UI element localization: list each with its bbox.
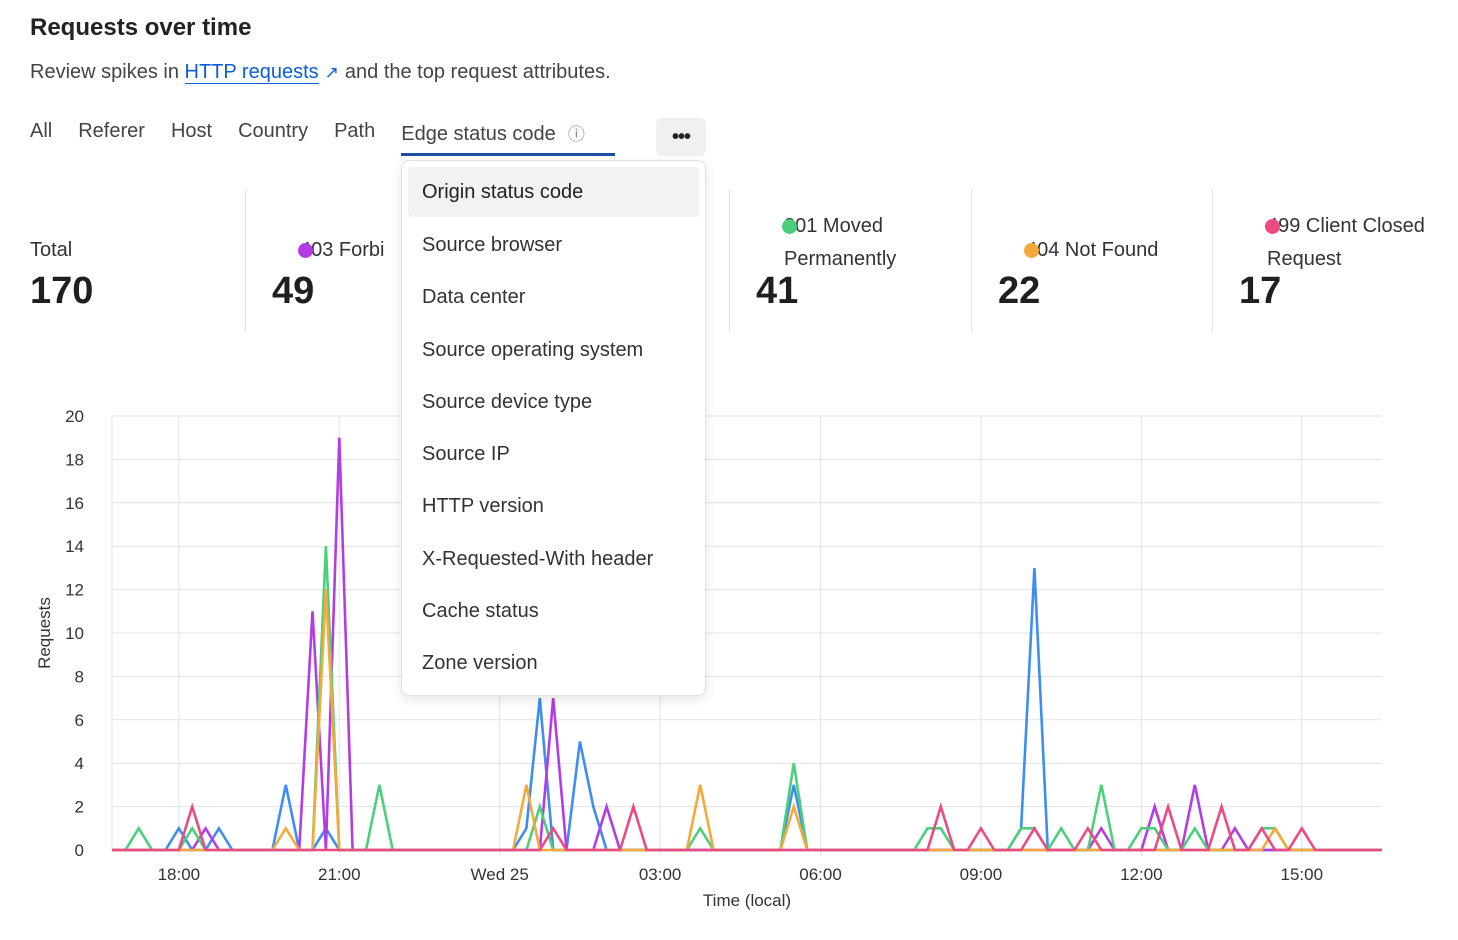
card-value: 41 — [756, 270, 799, 312]
x-tick-label: 21:00 — [318, 865, 361, 884]
tab-path[interactable]: Path — [334, 120, 376, 142]
x-tick-label: 18:00 — [158, 865, 201, 884]
menu-item-zone-version[interactable]: Zone version — [422, 652, 538, 675]
y-tick-label: 8 — [75, 667, 84, 686]
y-tick-label: 14 — [65, 537, 84, 556]
card-value: 49 — [272, 270, 315, 312]
status-card-499[interactable]: 499 Client Closed Request 17 — [1212, 190, 1458, 332]
y-tick-label: 2 — [75, 798, 84, 817]
http-requests-link[interactable]: HTTP requests — [184, 61, 319, 84]
tab-referer[interactable]: Referer — [78, 120, 145, 142]
menu-item-data-center[interactable]: Data center — [422, 286, 526, 309]
card-label: 403 Forbi — [300, 239, 385, 261]
total-card: Total 170 — [4, 190, 245, 332]
card-label: 499 Client Closed Request — [1267, 215, 1425, 270]
x-tick-label: Wed 25 — [471, 865, 529, 884]
page-title: Requests over time — [30, 14, 252, 41]
menu-item-x-requested-with-header[interactable]: X-Requested-With header — [422, 547, 654, 570]
x-tick-label: 09:00 — [960, 865, 1003, 884]
x-tick-label: 15:00 — [1281, 865, 1324, 884]
menu-item-source-operating-system[interactable]: Source operating system — [422, 338, 644, 361]
y-tick-label: 20 — [65, 407, 84, 426]
info-icon[interactable]: ⓘ — [567, 125, 585, 144]
external-link-icon[interactable]: ↗ — [324, 63, 339, 82]
card-label: Total — [30, 239, 73, 261]
status-card-404[interactable]: 404 Not Found 22 — [971, 190, 1212, 332]
y-tick-label: 6 — [75, 711, 84, 730]
status-card-301[interactable]: 301 Moved Permanently 41 — [729, 190, 970, 332]
menu-item-origin-status-code[interactable]: Origin status code — [408, 167, 699, 217]
series-line-1 — [112, 437, 1382, 852]
tab-host[interactable]: Host — [170, 120, 213, 142]
menu-item-source-device-type[interactable]: Source device type — [422, 390, 593, 413]
y-tick-label: 12 — [65, 581, 84, 600]
legend-dot — [1024, 243, 1039, 258]
legend-dot — [1265, 219, 1280, 234]
y-tick-label: 16 — [65, 494, 84, 513]
status-card-403[interactable]: 403 Forbi 49 — [245, 190, 486, 332]
x-tick-label: 03:00 — [639, 865, 682, 884]
x-tick-label: 12:00 — [1120, 865, 1163, 884]
tab-country[interactable]: Country — [238, 120, 309, 142]
subtitle-before: Review spikes in — [30, 61, 179, 83]
menu-item-cache-status[interactable]: Cache status — [422, 600, 539, 623]
card-value: 17 — [1239, 270, 1282, 312]
y-axis-label: Requests — [35, 597, 54, 669]
menu-item-source-ip[interactable]: Source IP — [422, 443, 510, 466]
more-dimensions-menu: Origin status code Source browser Data cen… — [401, 160, 706, 696]
y-tick-label: 4 — [75, 754, 84, 773]
card-value: 22 — [998, 270, 1041, 312]
legend-dot — [298, 243, 313, 258]
y-tick-label: 0 — [75, 841, 84, 860]
tab-all[interactable]: All — [30, 120, 53, 142]
tab-edge-status-code[interactable]: Edge status code ⓘ — [401, 120, 615, 156]
card-value: 170 — [30, 270, 94, 312]
series-line-4 — [112, 802, 1382, 852]
tab-label: Edge status code — [401, 123, 556, 145]
legend-dot — [782, 219, 797, 234]
y-tick-label: 18 — [65, 450, 84, 469]
subtitle-after: and the top request attributes. — [344, 61, 611, 83]
menu-item-http-version[interactable]: HTTP version — [422, 495, 544, 518]
tab-bar: All Referer Host Country Path Edge statu… — [30, 120, 615, 156]
page-subtitle: Review spikes in HTTP requests ↗ and the t… — [30, 61, 611, 84]
more-tabs-button[interactable]: ••• — [656, 118, 706, 156]
x-axis-label: Time (local) — [703, 891, 791, 910]
x-tick-label: 06:00 — [799, 865, 842, 884]
card-label: 404 Not Found — [1026, 239, 1159, 261]
y-tick-label: 10 — [65, 624, 84, 643]
card-label: 301 Moved Permanently — [784, 215, 897, 270]
menu-item-source-browser[interactable]: Source browser — [422, 234, 563, 256]
